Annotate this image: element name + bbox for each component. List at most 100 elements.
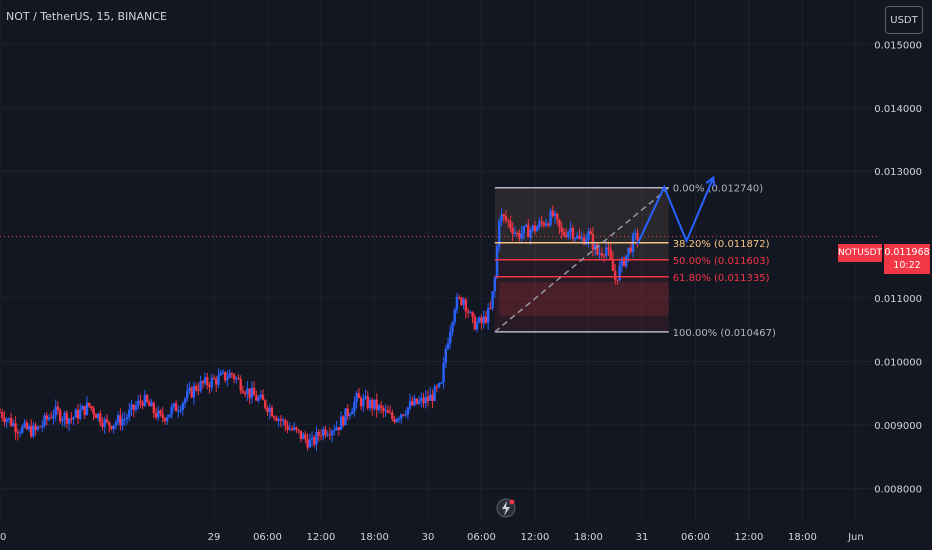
candle-body	[239, 379, 242, 391]
candle-body	[38, 426, 42, 428]
candle-body	[174, 403, 178, 412]
candle-body	[551, 210, 554, 216]
y-tick-label: 0.008000	[874, 484, 922, 495]
candle-body	[65, 412, 69, 424]
candle-body	[598, 253, 601, 255]
candle-body	[620, 258, 624, 266]
candle-body	[23, 422, 26, 427]
candle-body	[324, 429, 327, 436]
candle-body	[495, 246, 499, 278]
candle-body	[616, 279, 619, 281]
candle-body	[14, 423, 17, 433]
candle-body	[326, 434, 329, 436]
candle-body	[629, 247, 633, 253]
candle-body	[382, 407, 385, 412]
last-price-badge: 0.011968 10:22	[884, 244, 930, 274]
currency-button[interactable]: USDT	[885, 6, 923, 34]
candle-body	[293, 427, 296, 430]
candle-body	[524, 224, 528, 227]
candle-body	[571, 228, 575, 239]
candle-body	[197, 389, 200, 391]
candle-body	[605, 247, 608, 256]
candle-body	[228, 373, 231, 378]
candle-body	[353, 401, 356, 412]
candle-body	[192, 386, 196, 398]
candle-body	[128, 409, 131, 418]
candle-body	[466, 311, 470, 313]
y-tick-label: 0.011000	[874, 294, 922, 305]
candle-body	[281, 420, 285, 422]
candle-body	[139, 400, 142, 403]
candle-body	[567, 231, 570, 238]
candle-body	[602, 255, 606, 257]
candle-body	[34, 425, 37, 430]
candle-body	[301, 434, 305, 439]
fib-level-label: 100.00% (0.010467)	[673, 328, 776, 339]
candle-body	[67, 418, 71, 424]
candle-body	[165, 417, 169, 422]
candle-body	[556, 213, 559, 220]
candle-body	[377, 405, 381, 411]
candle-body	[591, 234, 595, 250]
candle-body	[121, 419, 124, 426]
candle-body	[362, 398, 365, 407]
candle-body	[384, 410, 387, 412]
candle-body	[246, 388, 249, 395]
projection-arrowhead	[705, 175, 716, 187]
candle-body	[348, 414, 352, 417]
candle-body	[578, 235, 581, 239]
candle-body	[145, 395, 149, 402]
y-tick-label: 0.015000	[874, 40, 922, 51]
candle-body	[368, 400, 372, 409]
candle-body	[462, 299, 465, 305]
candle-body	[509, 221, 512, 229]
candle-body	[531, 225, 534, 231]
x-tick-label: 06:00	[253, 532, 282, 543]
candle-body	[181, 403, 184, 411]
candle-body	[515, 232, 519, 234]
candle-body	[230, 373, 234, 375]
candle-body	[61, 419, 64, 422]
candle-body	[469, 311, 472, 313]
candle-body	[136, 400, 140, 406]
candle-body	[266, 407, 269, 413]
candle-body	[486, 307, 490, 323]
candle-body	[573, 238, 577, 240]
candle-body	[208, 385, 211, 388]
candle-body	[424, 396, 427, 404]
candle-body	[391, 412, 394, 419]
candle-body	[212, 377, 216, 379]
candle-body	[373, 399, 376, 409]
candle-body	[163, 418, 167, 422]
candle-body	[217, 375, 220, 385]
candle-body	[522, 226, 526, 234]
candle-body	[288, 428, 291, 430]
candle-body	[636, 233, 639, 240]
candle-body	[388, 412, 392, 414]
candle-body	[252, 387, 256, 396]
candle-body	[123, 419, 127, 421]
symbol-title[interactable]: NOT / TetherUS, 15, BINANCE	[6, 10, 167, 23]
candle-body	[7, 417, 11, 420]
candle-body	[386, 410, 390, 413]
candle-body	[45, 415, 49, 420]
candle-body	[375, 399, 378, 411]
candle-body	[30, 426, 33, 437]
candle-body	[290, 428, 294, 430]
candle-body	[261, 394, 265, 401]
candle-body	[611, 258, 615, 271]
candle-body	[328, 434, 332, 436]
ticker-badge: NOTUSDT	[838, 244, 882, 262]
candle-body	[335, 427, 338, 431]
candle-body	[79, 409, 82, 419]
x-tick-label: 31	[636, 532, 649, 543]
fib-band	[494, 276, 669, 332]
candle-body	[330, 430, 334, 435]
fib-trend-line	[494, 187, 670, 333]
candle-body	[453, 309, 456, 323]
candle-body	[397, 418, 401, 420]
candle-body	[152, 402, 155, 413]
x-tick-label: 00	[0, 532, 6, 543]
candle-body	[112, 425, 115, 430]
